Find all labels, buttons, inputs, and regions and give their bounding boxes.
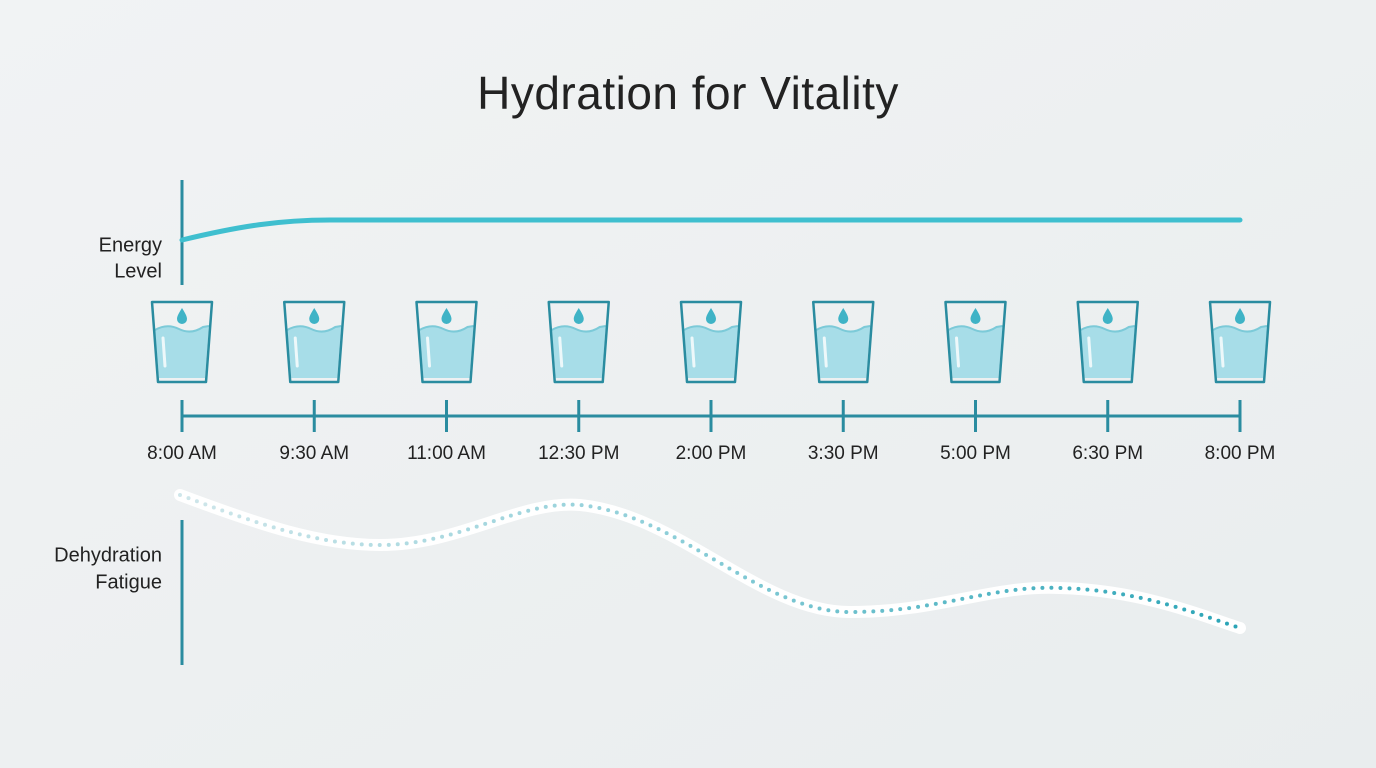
water xyxy=(816,326,871,378)
time-label: 3:30 PM xyxy=(808,443,879,464)
glass-highlight xyxy=(690,336,696,368)
glass xyxy=(1208,300,1272,384)
water-glass xyxy=(1208,300,1272,384)
water-surface xyxy=(286,325,342,333)
water xyxy=(551,326,606,378)
fatigue-curve xyxy=(178,493,1242,630)
glass xyxy=(150,300,214,384)
glass xyxy=(415,300,478,384)
timeline-ticks xyxy=(180,400,1242,432)
time-label: 8:00 AM xyxy=(147,443,217,464)
water-glass xyxy=(812,300,875,384)
water-surface xyxy=(1080,325,1135,333)
glass-highlight xyxy=(426,336,431,368)
water-surface xyxy=(947,325,1003,333)
water-glass xyxy=(150,300,214,384)
water xyxy=(948,326,1003,378)
water xyxy=(684,326,738,378)
water-glass xyxy=(415,300,478,384)
glass xyxy=(1076,300,1139,384)
glass xyxy=(812,300,875,384)
water-drop xyxy=(838,308,849,324)
time-label: 6:30 PM xyxy=(1072,443,1143,464)
fatigue-label: Fatigue xyxy=(95,571,162,593)
water-drop xyxy=(970,308,981,324)
glass-highlight xyxy=(161,336,167,368)
glass-highlight xyxy=(293,336,299,368)
water-glass xyxy=(547,300,610,384)
glass xyxy=(944,300,1007,384)
water-drop xyxy=(177,308,187,324)
water-drop xyxy=(1102,308,1113,324)
water-drop xyxy=(441,308,452,324)
water-surface xyxy=(1212,325,1268,333)
glass-highlight xyxy=(1087,336,1093,368)
water-drop xyxy=(706,308,716,324)
water-surface xyxy=(418,325,474,333)
energy-label: Energy xyxy=(99,234,162,256)
time-label: 9:30 AM xyxy=(279,443,349,464)
water-glass xyxy=(944,300,1007,384)
water-surface xyxy=(683,325,739,333)
glass-highlight xyxy=(822,336,828,368)
fatigue-label: Dehydration xyxy=(54,544,162,566)
time-label: 12:30 PM xyxy=(538,443,619,464)
water xyxy=(419,326,474,378)
water xyxy=(1080,326,1135,378)
time-label: 11:00 AM xyxy=(407,443,486,464)
water-glass xyxy=(283,300,346,384)
water xyxy=(155,326,209,378)
glass-highlight xyxy=(558,336,564,368)
glass-highlight xyxy=(1219,336,1225,368)
water xyxy=(287,326,342,378)
water-glass xyxy=(679,300,743,384)
water xyxy=(1213,326,1267,378)
water-surface xyxy=(551,325,606,333)
glass xyxy=(547,300,610,384)
glass xyxy=(283,300,346,384)
water-surface xyxy=(815,325,871,333)
water-drop xyxy=(309,308,320,324)
energy-line xyxy=(179,217,1243,243)
water-drop xyxy=(573,308,584,324)
glass xyxy=(679,300,743,384)
title: Hydration for Vitality xyxy=(477,67,899,119)
water-drop xyxy=(1235,308,1245,324)
time-label: 2:00 PM xyxy=(676,443,747,464)
energy-label: Level xyxy=(114,260,162,282)
time-label: 5:00 PM xyxy=(940,443,1011,464)
water-glass xyxy=(1076,300,1139,384)
water-surface xyxy=(154,325,210,333)
time-label: 8:00 PM xyxy=(1205,443,1276,464)
glass-highlight xyxy=(955,336,960,368)
